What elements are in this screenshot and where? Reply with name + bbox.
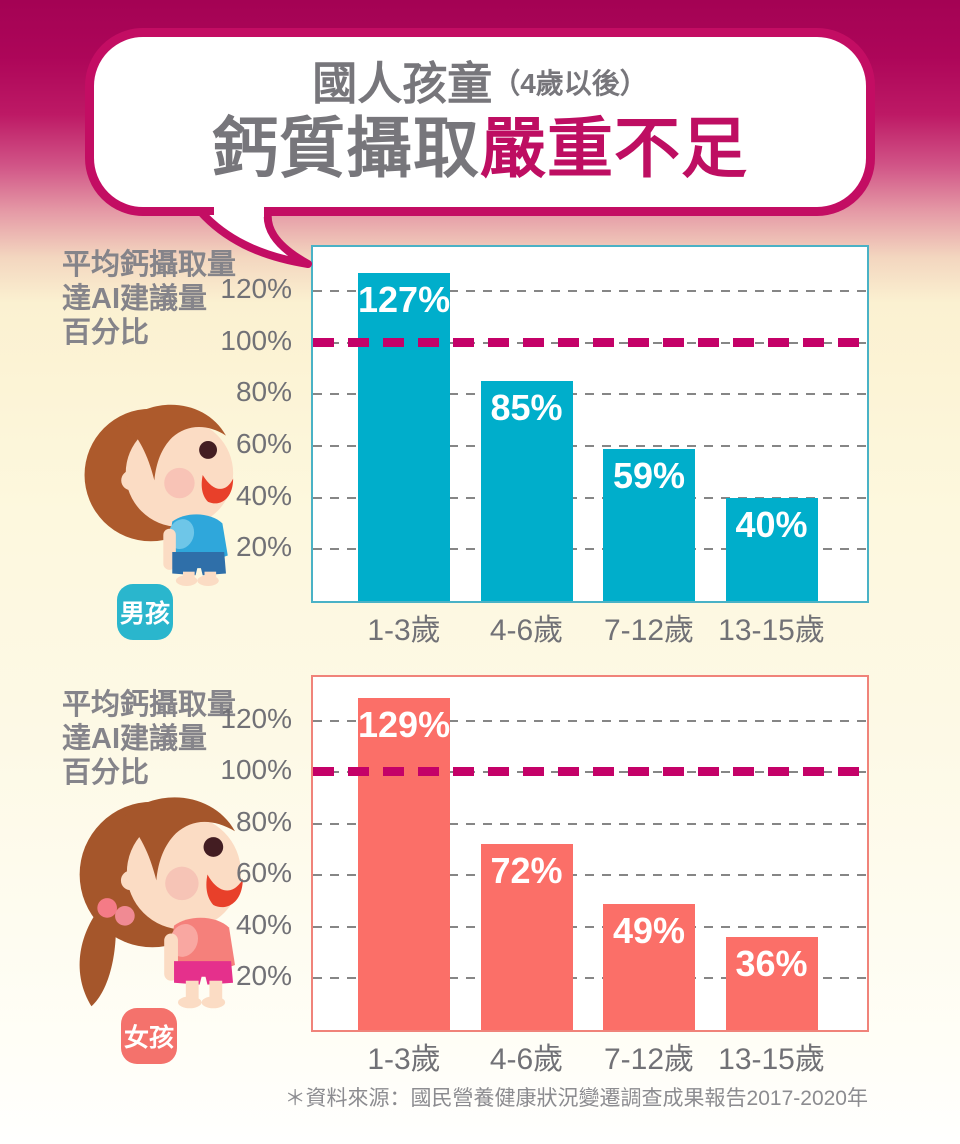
gridline-80% [313,822,867,825]
gridline-20% [313,548,867,551]
girls-bar-13-15歲: 36% [725,937,818,1030]
y-tick-label: 100% [220,324,292,356]
reference-line-100pct [313,337,867,347]
title-prefix: 國人孩童 [312,58,493,109]
girls-bar-4-6歲: 72% [480,844,573,1030]
y-tick-label: 120% [220,272,292,304]
title-line2: 鈣質攝取嚴重不足 [94,111,866,185]
reference-line-100pct [313,767,867,777]
gridline-40% [313,925,867,928]
boys-bar-7-12歲: 59% [603,448,695,601]
title-main-accent: 嚴重不足 [480,111,748,185]
x-tick-label: 1-3歲 [367,614,441,647]
bar-value-label: 127% [358,278,451,320]
girls-axis-label-line2: 達AI建議量 [62,723,208,755]
gridline-40% [313,496,867,499]
boys-axis-label-line2: 達AI建議量 [62,283,208,315]
y-tick-label: 40% [235,908,292,940]
bar-value-label: 36% [735,943,808,985]
x-tick-label: 1-3歲 [367,1043,441,1076]
boys-axis-label: 平均鈣攝取量 達AI建議量 百分比 [62,248,292,350]
y-tick-label: 40% [235,479,292,511]
x-tick-label: 4-6歲 [489,1043,564,1076]
girls-axis-label: 平均鈣攝取量 達AI建議量 百分比 [62,688,292,790]
boys-axis-label-line1: 平均鈣攝取量 [62,249,237,281]
x-tick-label: 13-15歲 [718,1043,825,1076]
boys-badge: 男孩 [117,584,173,640]
y-tick-label: 100% [220,754,292,786]
data-source-note: ＊資料來源：國民營養健康狀況變遷調查成果報告2017-2020年 [284,1087,868,1110]
girls-bar-1-3歲: 129% [358,697,451,1030]
x-tick-label: 7-12歲 [603,614,695,647]
girls-x-axis: 1-3歲 4-6歲 7-12歲 13-15歲 [313,1034,867,1078]
title-bubble: 國人孩童（4歲以後） 鈣質攝取嚴重不足 [85,28,875,216]
y-tick-label: 120% [220,702,292,734]
y-tick-label: 60% [235,427,292,459]
boys-x-axis: 1-3歲 4-6歲 7-12歲 13-15歲 [313,605,867,649]
boys-y-axis: 20% 40% 60% 80% 100% 120% [190,245,302,599]
title-line1: 國人孩童（4歲以後） [94,59,866,109]
y-tick-label: 20% [235,531,292,563]
boy-illustration [84,404,234,586]
x-tick-label: 7-12歲 [603,1043,695,1076]
gridline-80% [313,393,867,396]
girls-axis-label-line1: 平均鈣攝取量 [62,689,237,721]
gridline-60% [313,874,867,877]
girls-bar-chart: 129% 72% 49% 36% [311,675,869,1032]
girls-badge: 女孩 [121,1008,177,1064]
bar-value-label: 85% [490,387,563,429]
bar-value-label: 72% [490,850,563,892]
y-tick-label: 20% [235,960,292,992]
x-tick-label: 13-15歲 [718,614,825,647]
girls-axis-label-line3: 百分比 [62,757,150,789]
bar-value-label: 49% [612,909,686,951]
title-paren: （4歲以後） [492,68,648,99]
girls-bar-7-12歲: 49% [603,903,695,1030]
boys-bar-1-3歲: 127% [358,272,451,601]
bar-value-label: 40% [735,503,808,545]
bar-value-label: 129% [358,703,451,745]
bar-value-label: 59% [612,454,686,496]
speech-bubble-tail [196,210,312,268]
y-tick-label: 80% [235,376,292,408]
gridline-120% [313,289,867,292]
boys-bar-chart: 127% 85% 59% 40% [311,245,869,603]
title-main-gray: 鈣質攝取 [212,111,480,185]
boys-bar-4-6歲: 85% [480,381,573,601]
girls-y-axis: 20% 40% 60% 80% 100% 120% [190,675,302,1028]
y-tick-label: 60% [235,857,292,889]
boys-bar-13-15歲: 40% [725,497,818,601]
gridline-60% [313,444,867,447]
speech-bubble-tail-cover [214,203,264,217]
boys-axis-label-line3: 百分比 [62,317,150,349]
gridline-20% [313,977,867,980]
gridline-120% [313,719,867,722]
y-tick-label: 80% [235,805,292,837]
girl-illustration [79,797,243,1009]
x-tick-label: 4-6歲 [489,614,564,647]
